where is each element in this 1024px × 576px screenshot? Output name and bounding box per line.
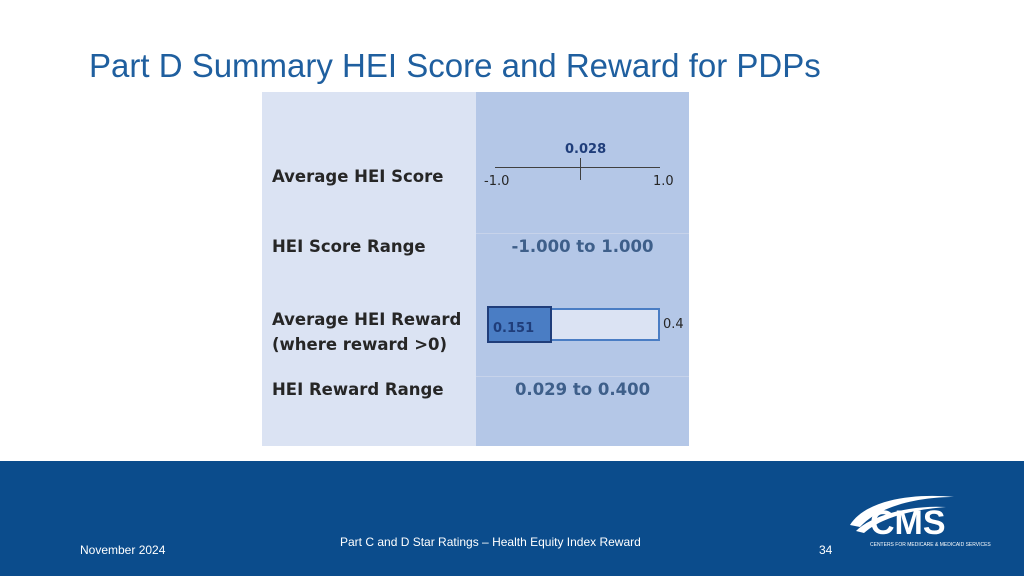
score-axis-min-label: -1.0 [484,174,510,189]
page-number: 34 [819,543,833,557]
reward-bar-value: 0.151 [493,321,535,336]
slide-title: Part D Summary HEI Score and Reward for … [89,47,821,84]
hei-reward-range-label: HEI Reward Range [272,380,444,399]
row-divider [476,233,689,234]
svg-text:CENTERS FOR MEDICARE & MEDICAI: CENTERS FOR MEDICARE & MEDICAID SERVICES [870,542,991,548]
avg-hei-reward-label-line2: (where reward >0) [272,335,448,354]
footer-bar [0,461,1024,576]
svg-text:CMS: CMS [870,504,946,542]
summary-table: Average HEI Score 0.028 -1.0 1.0 HEI Sco… [262,92,689,446]
avg-hei-reward-label-line1: Average HEI Reward [272,310,462,329]
avg-hei-score-value: 0.028 [565,142,607,157]
reward-bar-fill [487,306,552,343]
footer-date: November 2024 [80,543,166,557]
score-axis-max-label: 1.0 [653,174,674,189]
avg-hei-score-label: Average HEI Score [272,167,444,186]
score-axis-line [495,167,660,168]
value-column [476,92,689,446]
hei-score-range-label: HEI Score Range [272,237,426,256]
footer-subtitle: Part C and D Star Ratings – Health Equit… [340,535,641,549]
row-divider [476,376,689,377]
cms-logo: CMS CENTERS FOR MEDICARE & MEDICAID SERV… [846,491,1006,551]
hei-reward-range-value: 0.029 to 0.400 [514,380,651,399]
hei-score-range-value: -1.000 to 1.000 [511,237,654,256]
label-column [262,92,476,446]
reward-bar-max-label: 0.4 [663,317,684,332]
score-marker-tick [580,158,581,180]
